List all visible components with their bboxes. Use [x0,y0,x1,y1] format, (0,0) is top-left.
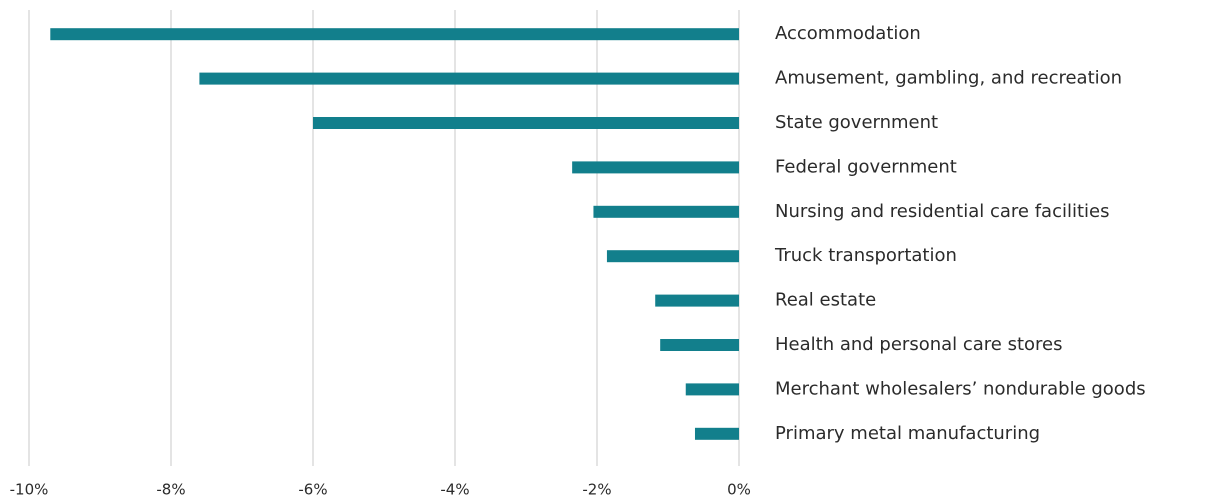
category-label: Federal government [775,156,957,177]
x-tick-label: -6% [298,481,327,499]
bar [655,294,739,307]
bar [685,383,739,396]
bar [199,72,739,85]
category-label: Amusement, gambling, and recreation [775,68,1122,89]
x-tick-label: 0% [727,481,751,499]
bar [606,250,739,263]
bar [50,28,740,41]
bar [694,427,739,440]
category-label: Merchant wholesalers’ nondurable goods [775,378,1146,399]
bar [572,161,739,174]
category-label: Accommodation [775,23,921,44]
bar [593,205,739,218]
x-tick-label: -2% [582,481,611,499]
category-label: Truck transportation [774,245,957,266]
x-tick-label: -8% [156,481,185,499]
category-label: Nursing and residential care facilities [775,201,1109,222]
category-label: Real estate [775,290,876,311]
bar [660,339,739,351]
category-label: Health and personal care stores [775,334,1063,355]
category-label: Primary metal manufacturing [775,423,1040,444]
bar [313,117,739,129]
x-tick-label: -4% [440,481,469,499]
category-label: State government [775,112,938,133]
x-tick-label: -10% [10,481,49,499]
